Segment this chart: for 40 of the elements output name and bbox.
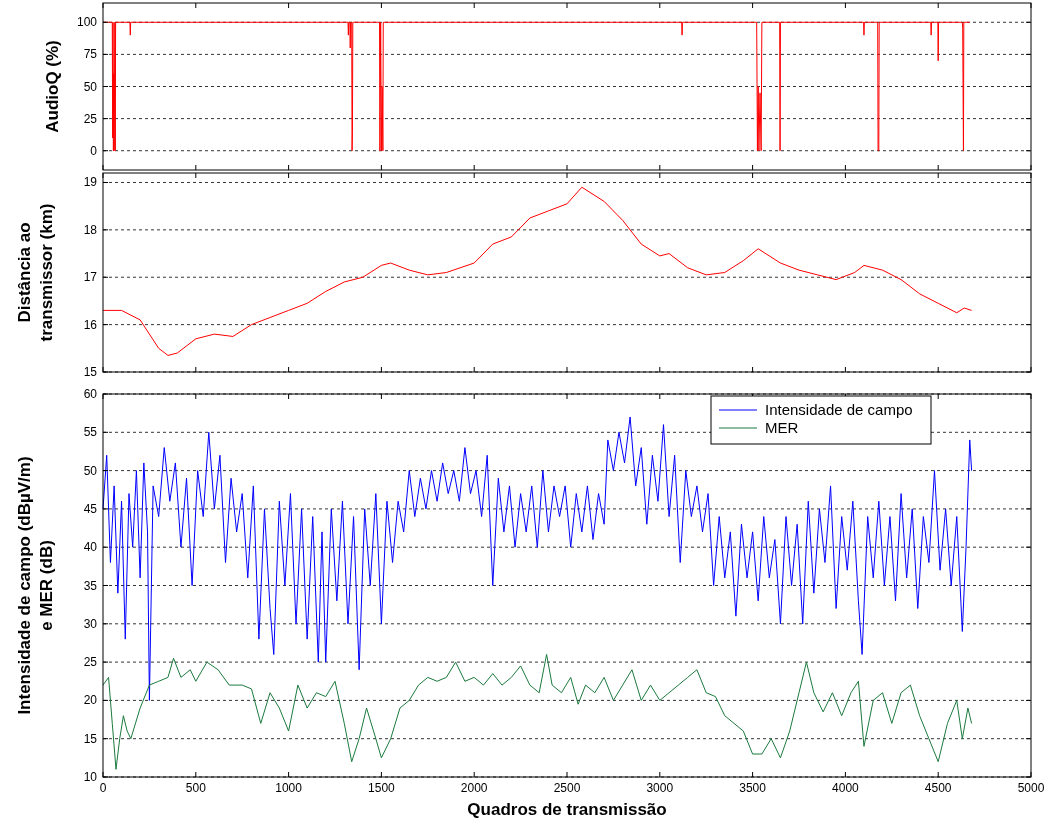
- y-axis-title: Intensidade de campo (dBµV/m) e MER (dB): [15, 456, 56, 715]
- y-tick-label: 10: [83, 770, 98, 784]
- line-series: [102, 186, 973, 356]
- x-axis-title: Quadros de transmissão: [467, 800, 667, 819]
- y-axis-title: AudioQ (%): [43, 40, 62, 133]
- y-tick-label: 18: [83, 222, 98, 237]
- y-tick-label: 35: [83, 578, 98, 593]
- x-tick-label: 3500: [739, 781, 767, 795]
- y-tick-label: 25: [83, 111, 98, 126]
- legend-label: MER: [765, 419, 799, 436]
- y-tick-label: 15: [83, 365, 98, 379]
- y-tick-label: 15: [83, 731, 98, 746]
- y-tick-label: 16: [83, 317, 98, 332]
- x-tick-label: 3000: [646, 781, 674, 795]
- y-tick-label: 100: [76, 15, 98, 30]
- y-tick-label: 75: [83, 47, 98, 62]
- y-tick-label: 45: [83, 501, 98, 516]
- x-tick-label: 4000: [832, 781, 860, 795]
- y-tick-label: 50: [83, 79, 98, 94]
- y-tick-label: 50: [83, 463, 98, 478]
- x-tick-label: 5000: [1017, 781, 1045, 795]
- y-tick-label: 60: [83, 387, 98, 401]
- x-tick-label: 4500: [924, 781, 952, 795]
- y-tick-label: 0: [90, 143, 98, 158]
- y-tick-label: 30: [83, 616, 98, 631]
- y-axis-title: Distância ao transmissor (km): [15, 203, 56, 342]
- y-tick-label: 17: [83, 270, 98, 285]
- y-tick-label: 55: [83, 425, 98, 440]
- x-tick-label: 2000: [460, 781, 488, 795]
- x-tick-label: 500: [185, 781, 207, 795]
- y-tick-label: 20: [83, 693, 98, 708]
- y-tick-label: 25: [83, 655, 98, 670]
- x-tick-label: 2500: [553, 781, 581, 795]
- y-tick-label: 19: [83, 175, 98, 190]
- x-tick-label: 1500: [368, 781, 396, 795]
- x-tick-label: 1000: [275, 781, 303, 795]
- legend-label: Intensidade de campo: [765, 401, 913, 418]
- x-tick-label: 0: [99, 781, 107, 795]
- line-series: [102, 653, 973, 770]
- y-tick-label: 40: [83, 540, 98, 555]
